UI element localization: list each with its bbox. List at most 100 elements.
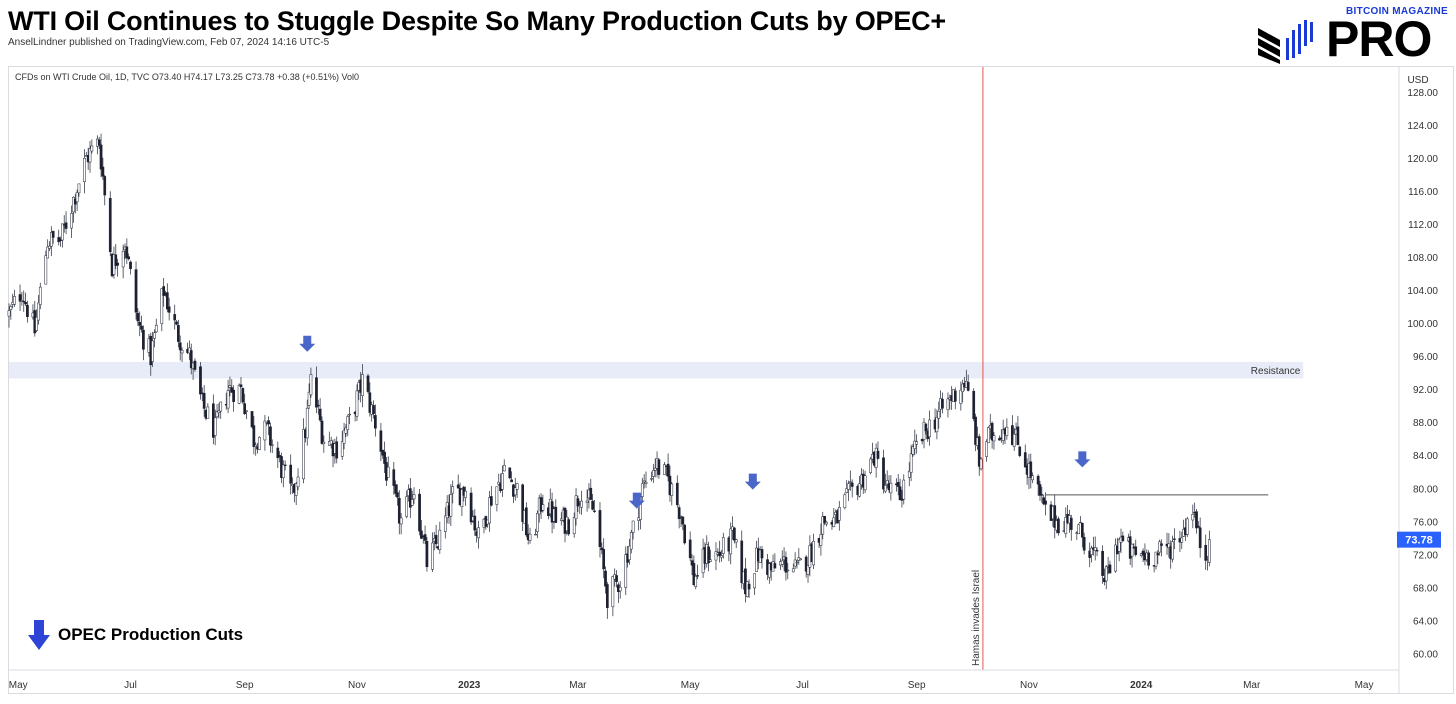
candle-body	[574, 495, 578, 519]
candle-body	[44, 255, 48, 285]
candle-body	[524, 507, 528, 536]
candle-body	[1204, 545, 1208, 561]
candle-body	[677, 507, 681, 519]
candle-body	[396, 492, 399, 498]
candle-body	[361, 374, 364, 396]
candle-body	[990, 422, 994, 441]
candle-body	[663, 464, 666, 475]
candle-body	[340, 441, 344, 457]
candle-body	[961, 383, 965, 393]
x-tick-label: 2024	[1130, 680, 1153, 691]
candle-body	[1044, 500, 1047, 505]
candle-body	[721, 537, 725, 554]
candle-body	[652, 470, 655, 477]
candle-body	[806, 565, 810, 575]
candle-body	[1108, 564, 1112, 574]
candle-body	[576, 498, 580, 507]
candle-body	[420, 530, 423, 539]
candle-body	[26, 304, 29, 318]
candle-body	[316, 404, 320, 407]
candle-body	[88, 148, 92, 163]
candle-body	[911, 446, 915, 455]
candle-body	[882, 457, 885, 490]
candle-body	[307, 391, 311, 406]
candle-body	[379, 430, 383, 452]
candle-body	[108, 198, 112, 252]
candle-body	[140, 325, 143, 330]
candle-body	[1130, 543, 1134, 557]
publisher-byline: AnselLindner published on TradingView.co…	[8, 37, 330, 48]
candle-body	[90, 145, 94, 152]
candle-body	[941, 398, 944, 409]
y-tick-label: 88.00	[1413, 418, 1438, 429]
candle-body	[269, 426, 272, 446]
candle-body	[217, 410, 221, 413]
candle-body	[987, 427, 990, 444]
candle-body	[394, 484, 397, 494]
candle-body	[513, 487, 517, 496]
candle-body	[1195, 511, 1198, 529]
x-tick-label: May	[681, 680, 700, 691]
candle-body	[653, 467, 657, 471]
chart-legend: OPEC Production Cuts	[28, 620, 243, 650]
candle-body	[278, 455, 281, 457]
candle-body	[410, 499, 414, 506]
candle-body	[114, 254, 118, 266]
opec-arrow-icon	[744, 473, 761, 490]
candle-body	[232, 389, 235, 402]
candle-body	[666, 463, 670, 477]
candle-body	[1121, 535, 1125, 542]
candle-body	[335, 441, 339, 459]
candle-body	[709, 559, 712, 562]
candle-body	[733, 527, 736, 541]
candle-body	[397, 498, 401, 524]
candle-body	[1040, 494, 1044, 496]
candle-body	[18, 294, 22, 302]
candle-body	[423, 534, 427, 541]
y-tick-label: 64.00	[1413, 616, 1438, 627]
candle-body	[1012, 433, 1016, 447]
candle-body	[600, 547, 604, 551]
candle-body	[843, 494, 847, 508]
candle-body	[355, 390, 359, 417]
candle-body	[451, 486, 455, 494]
candle-body	[907, 470, 911, 478]
y-tick-label: 60.00	[1413, 649, 1438, 660]
candle-body	[1196, 525, 1200, 528]
candle-body	[456, 484, 460, 489]
candle-body	[694, 575, 698, 587]
candle-body	[1077, 524, 1081, 535]
candle-body	[707, 546, 710, 564]
candle-body	[849, 481, 852, 483]
candle-body	[241, 388, 245, 403]
candle-body	[412, 494, 416, 500]
candle-body	[289, 464, 293, 484]
candle-body	[629, 532, 633, 550]
candle-body	[103, 176, 107, 196]
candle-body	[773, 563, 777, 569]
x-tick-label: Mar	[569, 680, 587, 691]
candle-body	[1018, 446, 1022, 456]
candle-body	[572, 517, 576, 535]
candle-body	[48, 245, 51, 249]
candle-body	[734, 539, 738, 543]
candle-body	[832, 517, 836, 527]
candle-body	[409, 488, 412, 508]
candle-body	[959, 389, 963, 404]
candle-body	[992, 435, 996, 442]
candle-body	[768, 563, 771, 578]
candle-body	[670, 483, 674, 496]
chart-frame	[8, 66, 1454, 694]
candle-body	[589, 487, 593, 500]
candle-body	[1208, 539, 1211, 563]
candle-body	[488, 497, 491, 524]
candle-body	[250, 411, 254, 428]
y-tick-label: 68.00	[1413, 583, 1438, 594]
candle-body	[151, 340, 154, 362]
logo-bars-icon	[1258, 20, 1313, 64]
candle-body	[125, 246, 129, 259]
candle-body	[1082, 537, 1086, 551]
candle-body	[425, 540, 429, 568]
candle-body	[490, 496, 493, 506]
